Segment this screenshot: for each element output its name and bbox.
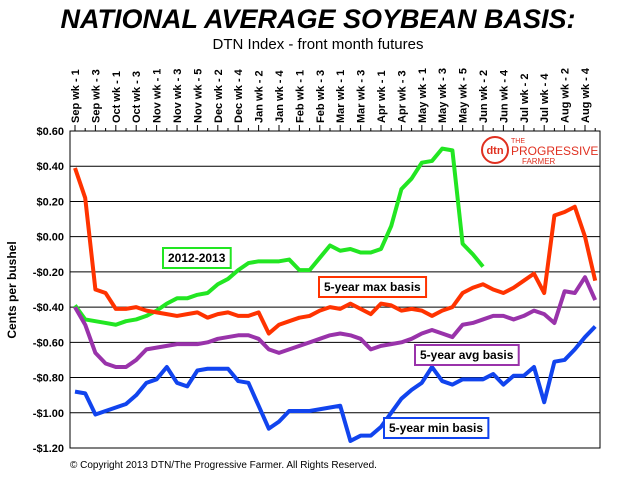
y-tick-label: -$0.80	[33, 373, 64, 385]
y-tick-label: -$1.20	[33, 443, 64, 455]
x-tick-label: May wk - 5	[458, 68, 470, 123]
logo-mark: dtn	[486, 145, 503, 157]
logo-text: THE	[511, 138, 525, 145]
series-label: 2012-2013	[168, 251, 226, 265]
y-tick-label: -$0.40	[33, 302, 64, 314]
x-tick-label: Apr wk - 3	[396, 70, 408, 123]
x-tick-label: Aug wk - 2	[560, 68, 572, 123]
x-tick-label: Dec wk - 4	[233, 68, 245, 123]
x-tick-label: May wk - 3	[437, 68, 449, 123]
y-tick-label: $0.00	[36, 232, 64, 244]
x-tick-label: May wk - 1	[417, 68, 429, 123]
series-label-box	[318, 276, 428, 298]
logo-text: PROGRESSIVE	[511, 144, 598, 158]
x-tick-label: Sep wk - 1	[70, 69, 82, 123]
x-tick-label: Nov wk - 1	[152, 69, 164, 123]
x-tick-label: Oct wk - 1	[111, 71, 123, 123]
y-tick-label: -$1.00	[33, 408, 64, 420]
y-tick-label: -$0.60	[33, 337, 64, 349]
series-label: 5-year min basis	[389, 421, 483, 435]
series-line	[74, 325, 597, 443]
series-line	[73, 167, 598, 336]
chart-subtitle: DTN Index - front month futures	[213, 36, 424, 53]
series-label: 5-year avg basis	[420, 348, 514, 362]
y-tick-label: $0.60	[36, 126, 64, 138]
series-label: 5-year max basis	[324, 280, 421, 294]
x-tick-label: Mar wk - 3	[356, 70, 368, 123]
y-tick-label: $0.20	[36, 196, 64, 208]
y-tick-label: -$0.20	[33, 267, 64, 279]
logo-circle	[481, 136, 509, 164]
logo: dtn THE PROGRESSIVE FARMER	[481, 136, 598, 166]
x-tick-label: Mar wk - 1	[335, 70, 347, 123]
x-tick-label: Jul wk - 2	[519, 73, 531, 123]
series-label-box	[162, 247, 232, 269]
logo-text: FARMER	[522, 157, 556, 166]
y-tick-label: $0.40	[36, 161, 64, 173]
x-tick-label: Nov wk - 5	[192, 69, 204, 123]
x-tick-label: Jan wk - 2	[254, 70, 266, 123]
chart-title: NATIONAL AVERAGE SOYBEAN BASIS:	[60, 4, 575, 34]
series-line	[73, 146, 485, 327]
x-tick-label: Feb wk - 1	[294, 70, 306, 123]
x-tick-label: Oct wk - 3	[131, 71, 143, 123]
x-tick-label: Jun wk - 2	[478, 70, 490, 123]
x-tick-label: Apr wk - 1	[376, 70, 388, 123]
x-tick-label: Aug wk - 4	[580, 67, 592, 123]
y-axis-label: Cents per bushel	[5, 241, 19, 338]
x-tick-label: Jul wk - 4	[539, 73, 551, 123]
x-tick-label: Sep wk - 3	[90, 69, 102, 123]
copyright: © Copyright 2013 DTN/The Progressive Far…	[70, 460, 377, 471]
series-label-box	[383, 417, 490, 439]
x-tick-label: Dec wk - 2	[213, 69, 225, 123]
x-tick-label: Nov wk - 3	[172, 69, 184, 123]
series-label-box	[414, 344, 520, 366]
series-line	[73, 275, 598, 369]
x-tick-label: Jun wk - 4	[498, 69, 510, 123]
x-tick-label: Jan wk - 4	[274, 70, 286, 123]
x-tick-label: Feb wk - 3	[315, 70, 327, 123]
